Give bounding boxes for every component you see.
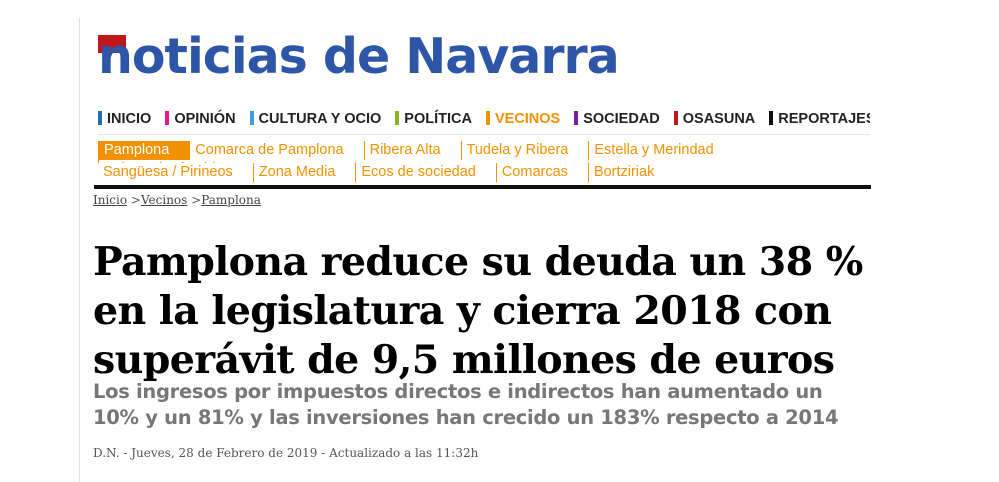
nav-item-vecinos[interactable]: VECINOS [485, 108, 561, 130]
nav-color-marker [574, 111, 579, 125]
breadcrumb-vecinos[interactable]: Vecinos [140, 193, 188, 207]
nav-color-marker [98, 111, 102, 125]
breadcrumb-inicio[interactable]: Inicio [93, 193, 128, 207]
breadcrumb: Inicio >Vecinos >Pamplona [93, 192, 261, 208]
breadcrumb-separator: > [127, 193, 141, 207]
breadcrumb-pamplona[interactable]: Pamplona [201, 193, 261, 207]
nav-item-label: INICIO [107, 111, 152, 127]
nav-item-label: POLÍTICA [404, 111, 472, 127]
sub-nav-item-bortziriak[interactable]: Bortziriak [587, 163, 659, 182]
nav-item-inicio[interactable]: INICIO [98, 108, 151, 130]
nav-item-label: CULTURA Y OCIO [258, 111, 382, 127]
nav-divider [98, 134, 870, 135]
nav-item-label: OPINIÓN [174, 111, 236, 127]
logo-text: noticias de Navarra [98, 28, 620, 85]
main-nav: INICIO OPINIÓN CULTURA Y OCIO POLÍTICA VECIN… [98, 108, 870, 130]
sub-nav-item-estella-y-merindad[interactable]: Estella y Merindad [588, 141, 718, 160]
sub-nav-row-2: Sangüesa / Pirineos Zona Media Ecos de soc… [98, 163, 872, 185]
sub-nav-item-tudela-y-ribera[interactable]: Tudela y Ribera [460, 141, 574, 160]
nav-item-label: VECINOS [494, 111, 561, 127]
sub-nav-item-ribera-alta[interactable]: Ribera Alta [363, 141, 446, 160]
nav-color-marker [769, 111, 774, 125]
article-headline: Pamplona reduce su deuda un 38 % en la l… [93, 239, 863, 383]
sub-nav-item-zona-media[interactable]: Zona Media [252, 163, 341, 182]
nav-item-reportajes[interactable]: REPORTAJES [769, 108, 870, 130]
sub-nav-item-comarcas[interactable]: Comarcas [495, 163, 573, 182]
nav-item-label: REPORTAJES [778, 111, 870, 127]
nav-color-marker [485, 111, 490, 125]
sub-nav-row-1: Pamplona Comarca de Pamplona Ribera Alta Tu… [98, 141, 872, 163]
nav-color-marker [673, 111, 678, 125]
nav-item-label: OSASUNA [682, 111, 756, 127]
article-subheadline: Los ingresos por impuestos directos e in… [93, 380, 839, 429]
logo-mark [98, 35, 126, 53]
nav-color-marker [249, 111, 254, 125]
sub-nav-item-ecos-de-sociedad[interactable]: Ecos de sociedad [355, 163, 480, 182]
nav-item-label: SOCIEDAD [583, 111, 660, 127]
page-left-border [79, 18, 80, 482]
sub-nav-item-sangüesa-pirineos[interactable]: Sangüesa / Pirineos [103, 164, 233, 180]
sub-nav: Pamplona Comarca de Pamplona Ribera Alta Tu… [98, 141, 872, 185]
section-divider [94, 185, 871, 189]
nav-color-marker [395, 111, 400, 125]
nav-item-política[interactable]: POLÍTICA [395, 108, 472, 130]
sub-nav-item-comarca-de-pamplona[interactable]: Comarca de Pamplona [189, 141, 348, 160]
site-logo[interactable]: noticias de Navarra [98, 27, 620, 87]
nav-item-cultura-y-ocio[interactable]: CULTURA Y OCIO [249, 108, 382, 130]
article-byline: D.N. - Jueves, 28 de Febrero de 2019 - A… [93, 446, 479, 460]
nav-item-sociedad[interactable]: SOCIEDAD [574, 108, 660, 130]
nav-item-opinión[interactable]: OPINIÓN [165, 108, 236, 130]
sub-nav-item-sakana-leitzaldea[interactable]: Sakana / Leitzaldea [98, 160, 236, 163]
sub-nav-item-pamplona[interactable]: Pamplona [98, 141, 190, 160]
breadcrumb-separator: > [187, 193, 202, 207]
nav-item-osasuna[interactable]: OSASUNA [673, 108, 756, 130]
nav-color-marker [165, 111, 170, 125]
